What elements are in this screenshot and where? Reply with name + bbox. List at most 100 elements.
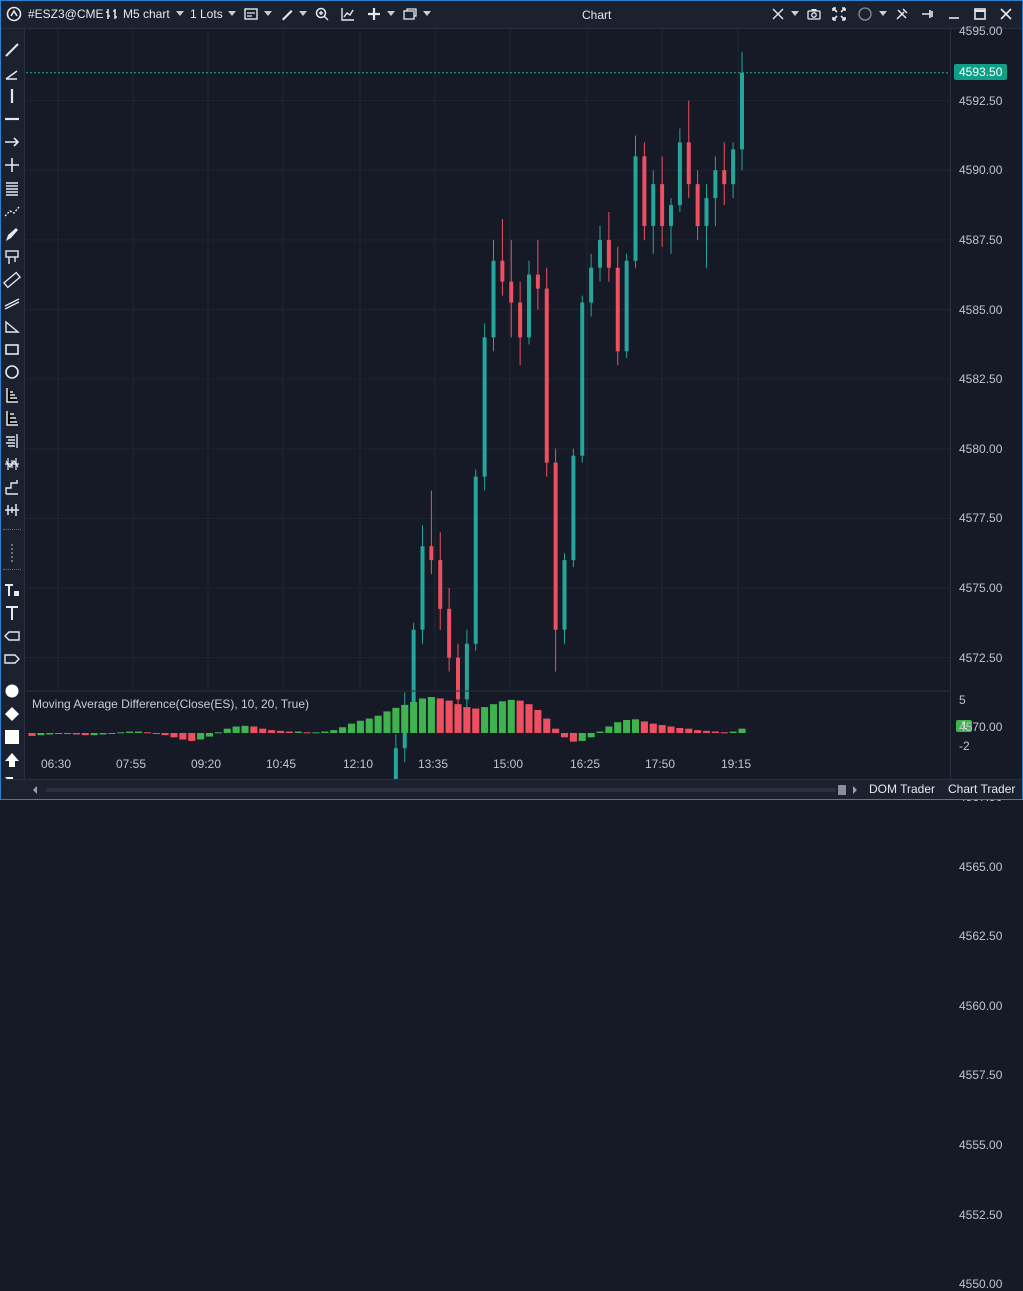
candlestick [695, 170, 700, 240]
ellipse-tool-icon[interactable] [3, 363, 21, 381]
minimize-icon[interactable] [946, 6, 962, 22]
windows-icon[interactable] [402, 6, 418, 22]
candlestick [553, 448, 558, 672]
horizontal-scrollbar[interactable] [46, 788, 836, 792]
scroll-left-icon[interactable] [30, 784, 40, 796]
label-tool-icon[interactable] [3, 627, 21, 645]
parallel-channel-icon[interactable] [3, 294, 21, 312]
fib-extension-icon[interactable] [3, 409, 21, 427]
camera-icon[interactable] [806, 6, 822, 22]
indicator-bar [339, 727, 347, 733]
candlestick [615, 246, 620, 366]
fib-timezone-icon[interactable] [3, 432, 21, 450]
indicator-bar [472, 708, 480, 733]
indicator-title[interactable]: Moving Average Difference(Close(ES), 10,… [32, 697, 310, 711]
indicator-bar [605, 726, 613, 733]
scroll-right-icon[interactable] [850, 784, 860, 796]
price-chart[interactable] [26, 29, 950, 779]
gann-tool-icon[interactable] [3, 386, 21, 404]
crosshair-icon[interactable] [770, 6, 786, 22]
candlestick [677, 128, 682, 213]
data-box-icon[interactable] [243, 6, 259, 22]
indicator-bar [489, 704, 498, 733]
chevron-down-icon[interactable] [387, 11, 395, 16]
chevron-down-icon[interactable] [423, 11, 431, 16]
chevron-down-icon[interactable] [879, 11, 887, 16]
ruler-tool-icon[interactable] [3, 271, 21, 289]
indicator-bar [649, 723, 657, 733]
ray-tool-icon[interactable] [3, 65, 21, 83]
time-cycles-icon[interactable] [3, 478, 21, 496]
crosshair-tool-icon[interactable] [3, 156, 21, 174]
candle-body [589, 267, 594, 303]
fullscreen-icon[interactable] [831, 6, 847, 22]
chart-trader-button[interactable]: Chart Trader [948, 782, 1016, 796]
instrument-selector[interactable]: #ESZ3@CME [28, 7, 104, 21]
pen-tool-icon[interactable] [3, 225, 21, 243]
candlestick [624, 253, 629, 359]
rectangle-tool-icon[interactable] [3, 340, 21, 358]
indicator-bar [685, 728, 693, 733]
indicator-bar [418, 698, 427, 733]
indicator-bar [614, 722, 622, 733]
regression-channel-icon[interactable] [3, 455, 21, 473]
zoom-icon[interactable] [314, 6, 330, 22]
candle-body [580, 302, 585, 456]
diamond-marker-icon[interactable] [3, 705, 21, 723]
indicator-bar [179, 733, 187, 740]
candle-body [642, 156, 647, 226]
vertical-line-icon[interactable] [3, 87, 21, 105]
price-axis-label: 4562.50 [959, 929, 1003, 944]
timeframe-selector[interactable]: M5 chart [123, 7, 170, 21]
text-lock-icon[interactable] [3, 581, 21, 599]
toolbar-divider [3, 529, 21, 532]
maximize-icon[interactable] [972, 6, 988, 22]
arrow-tool-icon[interactable] [3, 133, 21, 151]
bar-type-icon[interactable] [104, 6, 120, 22]
dot-marker-icon[interactable] [3, 682, 21, 700]
candle-body [704, 198, 709, 226]
line-tool-icon[interactable] [3, 41, 21, 59]
indicators-icon[interactable] [340, 6, 356, 22]
chevron-down-icon[interactable] [176, 11, 184, 16]
square-marker-icon[interactable] [3, 728, 21, 746]
price-axis-label: 4557.50 [959, 1068, 1003, 1083]
chevron-down-icon[interactable] [299, 11, 307, 16]
add-icon[interactable] [366, 6, 382, 22]
price-axis-label: 4560.00 [959, 998, 1003, 1013]
close-icon[interactable] [998, 6, 1014, 22]
link-circle-icon[interactable] [857, 6, 873, 22]
text-tool-icon[interactable] [3, 604, 21, 622]
lots-selector[interactable]: 1 Lots [190, 7, 223, 21]
candlestick [651, 170, 656, 254]
scrollbar-thumb[interactable] [838, 785, 846, 795]
tools-icon[interactable] [894, 6, 910, 22]
indicator-bar [569, 733, 577, 742]
polyline-tool-icon[interactable] [3, 202, 21, 220]
app-logo-icon[interactable] [6, 6, 22, 22]
candle-body [527, 274, 531, 338]
fibonacci-tool-icon[interactable] [3, 179, 21, 197]
chevron-down-icon[interactable] [228, 11, 236, 16]
chevron-down-icon[interactable] [791, 11, 799, 16]
price-axis-label: 4555.00 [959, 1138, 1003, 1152]
dom-trader-button[interactable]: DOM Trader [869, 782, 936, 796]
indicator-bar [347, 723, 356, 733]
triangle-tool-icon[interactable] [3, 317, 21, 335]
indicator-bar [356, 720, 364, 733]
indicator-bar [410, 702, 418, 733]
toolbar-grip[interactable] [11, 544, 15, 562]
chevron-down-icon[interactable] [264, 11, 272, 16]
price-axis[interactable]: 4593.50 1 4595.00 4592.50 4590.00 4587.50 45… [950, 24, 1023, 1291]
horizontal-line-icon[interactable] [3, 110, 21, 128]
time-axis-label: 09:20 [191, 757, 222, 771]
indicator-bar [188, 733, 196, 741]
price-label-icon[interactable] [3, 650, 21, 668]
pitchfork-tool-icon[interactable] [3, 248, 21, 266]
indicator-bar [285, 731, 293, 733]
pin-icon[interactable] [920, 6, 936, 22]
drawing-tools-icon[interactable] [279, 6, 295, 22]
arrow-up-marker-icon[interactable] [3, 751, 21, 769]
indicator-bar [658, 725, 666, 733]
risk-reward-icon[interactable] [3, 501, 21, 519]
